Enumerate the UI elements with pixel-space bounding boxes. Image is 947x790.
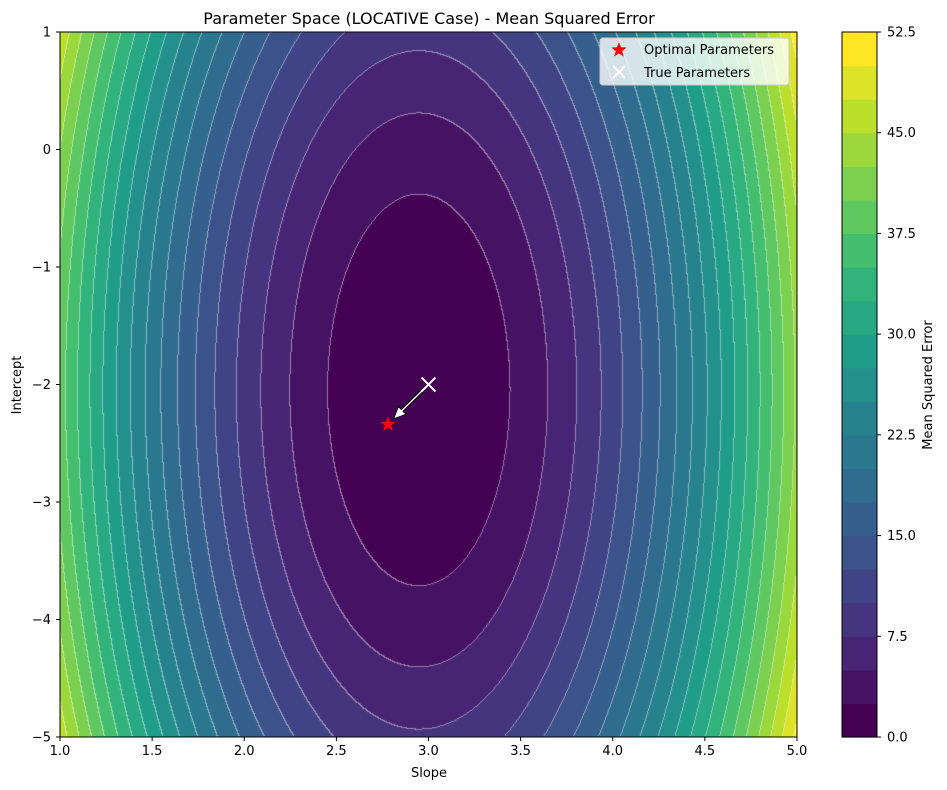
colorbar-band (842, 602, 877, 637)
legend-star-icon (611, 42, 627, 57)
x-tick-label: 4.5 (695, 744, 716, 759)
colorbar-band (842, 502, 877, 537)
colorbar-band (842, 434, 877, 470)
legend-label-optimal: Optimal Parameters (644, 43, 774, 58)
colorbar-tick-label: 15.0 (887, 529, 916, 544)
y-tick-label: −2 (32, 378, 51, 393)
colorbar-band (842, 468, 877, 503)
y-tick-label: 0 (43, 143, 51, 158)
parameter-markers (380, 376, 437, 431)
x-tick-label: 4.0 (602, 744, 623, 759)
x-axis-label: Slope (411, 766, 447, 781)
colorbar-band (842, 569, 877, 604)
colorbar-label: Mean Squared Error (921, 320, 936, 450)
colorbar-band (842, 199, 877, 235)
legend-label-true: True Parameters (643, 66, 750, 81)
x-tick-label: 5.0 (787, 744, 808, 759)
colorbar-band (842, 65, 877, 100)
y-axis-label: Intercept (10, 356, 25, 415)
colorbar-band (842, 32, 877, 67)
shift-arrow (392, 387, 426, 420)
y-tick-label: −5 (32, 731, 51, 746)
colorbar-band (842, 703, 877, 738)
colorbar-band (842, 669, 877, 705)
colorbar-band (842, 535, 877, 570)
y-tick-label: 1 (43, 26, 51, 41)
colorbar-frame (841, 31, 878, 738)
x-tick-label: 3.5 (510, 744, 531, 759)
x-tick-label: 1.0 (50, 744, 71, 759)
true-parameters-marker (420, 376, 437, 393)
y-tick-label: −4 (32, 613, 51, 628)
x-tick-label: 1.5 (142, 744, 163, 759)
y-axis: −5 −4 −3 −2 −1 0 1 (32, 26, 60, 746)
chart-title: Parameter Space (LOCATIVE Case) - Mean S… (203, 9, 655, 28)
colorbar-tick-label: 45.0 (887, 126, 916, 141)
colorbar-tick-label: 22.5 (887, 428, 916, 443)
colorbar-band (842, 166, 877, 201)
colorbar-tick-label: 37.5 (887, 227, 916, 242)
colorbar-bands (842, 32, 877, 738)
plot-area (59, 31, 798, 738)
legend-box (599, 37, 790, 86)
y-tick-label: −1 (32, 261, 51, 276)
colorbar-tick-label: 0.0 (887, 731, 908, 746)
x-tick-label: 2.0 (234, 744, 255, 759)
colorbar-band (842, 367, 877, 402)
colorbar-band (842, 132, 877, 167)
colorbar-ticks: 0.0 7.5 15.0 22.5 30.0 37.5 45.0 52.5 (877, 26, 916, 746)
colorbar-band (842, 233, 877, 268)
legend: Optimal Parameters True Parameters (599, 37, 790, 86)
colorbar-band (842, 300, 877, 335)
x-axis: 1.0 1.5 2.0 2.5 3.0 3.5 4.0 4.5 5.0 (50, 737, 808, 759)
colorbar-tick-label: 30.0 (887, 328, 916, 343)
colorbar-tick-label: 52.5 (887, 26, 916, 41)
colorbar-band (842, 401, 877, 436)
y-tick-label: −3 (32, 496, 51, 511)
x-tick-label: 2.5 (326, 744, 347, 759)
x-tick-label: 3.0 (418, 744, 439, 759)
colorbar-band (842, 99, 877, 134)
colorbar-band (842, 636, 877, 671)
colorbar-band (842, 267, 877, 302)
optimal-parameters-marker (380, 416, 396, 431)
legend-x-icon (612, 65, 626, 79)
colorbar-band (842, 334, 877, 369)
colorbar-tick-label: 7.5 (887, 630, 908, 645)
colorbar: 0.0 7.5 15.0 22.5 30.0 37.5 45.0 52.5 Mean Squa… (841, 26, 936, 746)
